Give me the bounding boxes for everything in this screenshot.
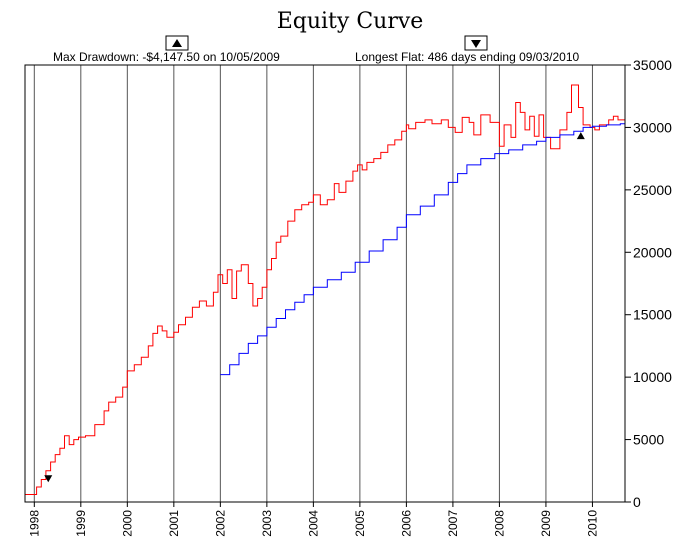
- plot-frame: [24, 64, 626, 503]
- down-triangle-icon: [471, 40, 481, 48]
- longest-flat-note: Longest Flat: 486 days ending 09/03/2010: [355, 50, 580, 64]
- down-triangle-marker: [44, 475, 53, 483]
- x-tick-label: 2000: [120, 510, 134, 537]
- grid-lines: [33, 65, 593, 502]
- y-axis: 0 5000 10000 15000 20000 25000 30000 35000: [625, 57, 672, 510]
- x-tick-label: 2001: [167, 510, 181, 537]
- x-tick-label: 2007: [446, 510, 460, 537]
- max-drawdown-note: Max Drawdown: -$4,147.50 on 10/05/2009: [53, 50, 280, 64]
- x-tick-label: 2009: [539, 510, 553, 537]
- series-line-0: [25, 84, 626, 495]
- y-tick-label: 30000: [633, 119, 672, 135]
- x-tick-label: 1999: [74, 510, 88, 537]
- x-tick-label: 2008: [492, 510, 506, 537]
- up-triangle-icon: [172, 39, 182, 47]
- x-tick-label: 2002: [213, 510, 227, 537]
- y-tick-label: 10000: [633, 369, 672, 385]
- y-tick-label: 25000: [633, 182, 672, 198]
- marker-layer: [44, 132, 585, 483]
- series-layer: [25, 84, 626, 495]
- x-axis: 1998 1999 2000 2001 2002 2003 2004 2005 2006 2007…: [27, 502, 599, 537]
- x-tick-label: 2006: [399, 510, 413, 537]
- chart-title: Equity Curve: [277, 9, 424, 34]
- y-tick-label: 15000: [633, 307, 672, 323]
- up-triangle-marker: [576, 132, 585, 140]
- x-tick-label: 1998: [27, 510, 41, 537]
- y-tick-label: 35000: [633, 57, 672, 73]
- x-tick-label: 2003: [260, 510, 274, 537]
- y-tick-label: 0: [633, 494, 641, 510]
- x-tick-label: 2005: [353, 510, 367, 537]
- series-line-1: [220, 122, 626, 376]
- x-tick-label: 2004: [306, 510, 320, 537]
- previous-drawdown-button[interactable]: [165, 35, 189, 51]
- y-tick-label: 20000: [633, 244, 672, 260]
- y-tick-label: 5000: [633, 432, 664, 448]
- next-flat-button[interactable]: [464, 35, 488, 51]
- x-tick-label: 2010: [585, 510, 599, 537]
